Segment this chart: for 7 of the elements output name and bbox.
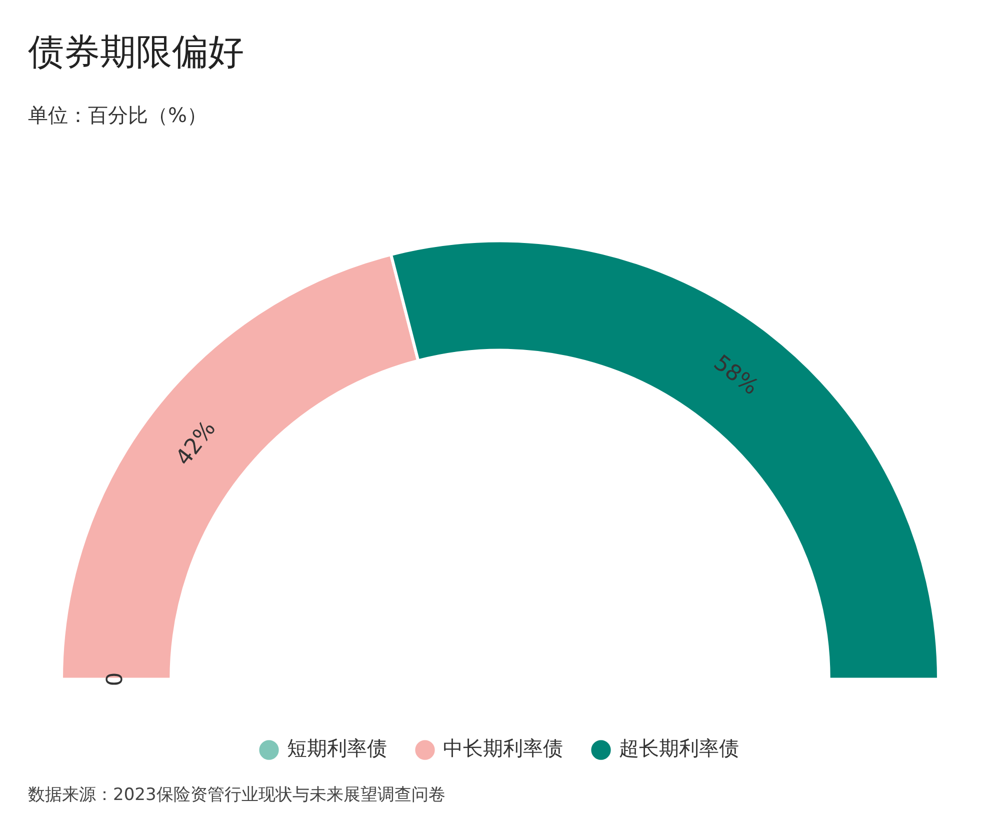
text: 0 [103,672,128,686]
legend-label: 短期利率债 [287,736,387,760]
chart-title: 债券期限偏好 [28,31,244,75]
chart-subtitle: 单位：百分比（%） [28,102,208,129]
legend-label: 中长期利率债 [443,736,563,760]
legend-label: 超长期利率债 [619,736,739,760]
source-note: 数据来源：2023保险资管行业现状与未来展望调查问卷 [28,784,446,806]
